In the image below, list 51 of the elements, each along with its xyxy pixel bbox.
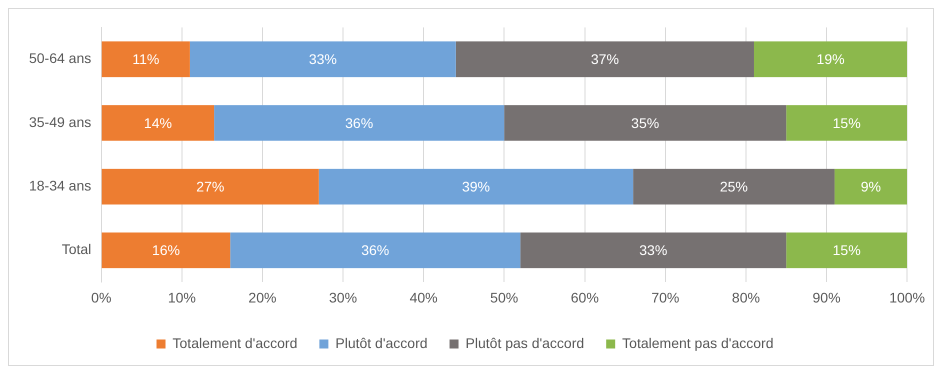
bar — [834, 168, 908, 204]
x-tick-label: 80% — [732, 289, 760, 306]
legend-label: Plutôt d'accord — [335, 334, 428, 351]
data-label: 33% — [639, 242, 668, 258]
data-label: 9% — [860, 178, 881, 195]
x-tick-label: 40% — [410, 289, 438, 306]
x-tick-label: 20% — [248, 289, 276, 306]
data-label: 27% — [196, 178, 224, 195]
bar — [318, 168, 634, 204]
x-tick-label: 60% — [570, 289, 599, 306]
legend-label: Plutôt pas d'accord — [466, 334, 584, 351]
bar — [786, 232, 908, 268]
data-label: 37% — [590, 51, 619, 68]
data-label: 33% — [308, 51, 337, 68]
bar — [214, 105, 504, 141]
y-tick-label: Total — [62, 241, 92, 258]
data-label: 14% — [144, 114, 172, 131]
x-tick-label: 30% — [329, 289, 358, 306]
x-tick-label: 100% — [889, 289, 926, 306]
x-tick-label: 70% — [651, 289, 680, 306]
data-label: 35% — [631, 114, 660, 131]
x-tick-label: 0% — [91, 289, 112, 306]
data-label: 39% — [462, 178, 490, 195]
data-label: 36% — [361, 242, 390, 258]
data-label: 19% — [816, 51, 845, 68]
bar — [786, 105, 908, 141]
data-label: 25% — [720, 178, 748, 195]
legend-label: Totalement d'accord — [172, 334, 298, 351]
bar — [102, 168, 319, 204]
bar — [102, 232, 230, 268]
y-tick-label: 18-34 ans — [28, 178, 92, 194]
data-label: 15% — [832, 242, 861, 258]
bar — [102, 41, 190, 78]
bar — [456, 41, 754, 78]
bar — [504, 105, 786, 141]
data-label: 16% — [152, 242, 180, 258]
data-label: 36% — [345, 114, 374, 131]
x-tick-label: 90% — [812, 289, 841, 306]
x-tick-label: 50% — [490, 289, 518, 306]
x-tick-label: 10% — [168, 289, 196, 306]
bar — [754, 41, 908, 78]
bar — [102, 105, 214, 141]
y-tick-label: 50-64 ans — [28, 50, 92, 66]
bar — [230, 232, 520, 268]
bar — [520, 232, 786, 268]
bar — [190, 41, 456, 78]
legend-label: Totalement pas d'accord — [622, 334, 774, 351]
y-tick-label: 35-49 ans — [28, 114, 92, 130]
data-label: 15% — [832, 114, 861, 131]
bar — [633, 168, 835, 204]
data-label: 11% — [132, 51, 160, 68]
